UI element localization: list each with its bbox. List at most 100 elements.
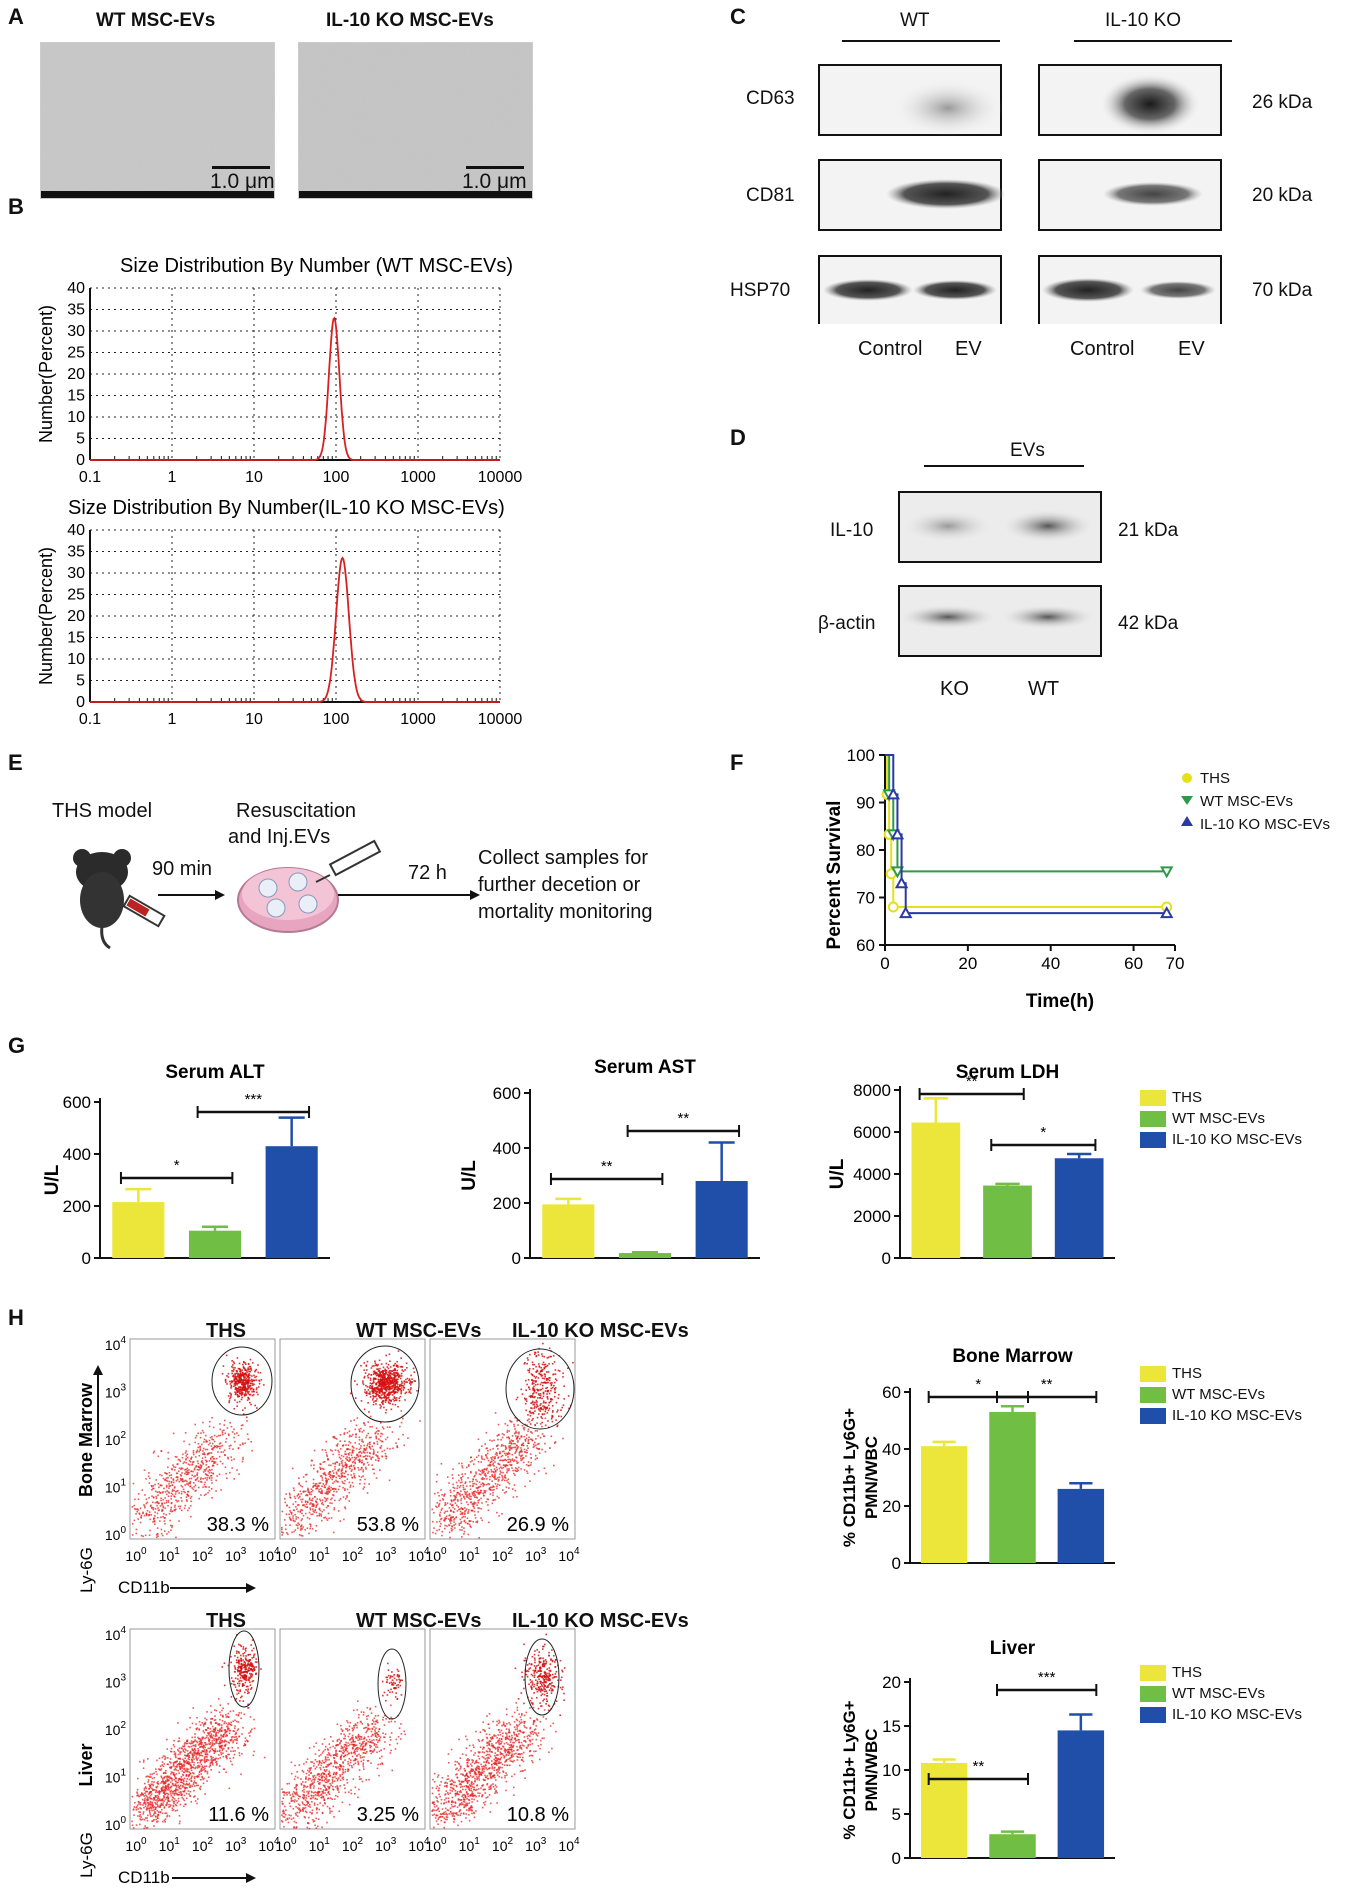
flow-event [354, 1476, 356, 1479]
flow-event [463, 1527, 465, 1529]
flow-event [167, 1457, 170, 1460]
flow-event [329, 1477, 332, 1479]
flow-event [246, 1433, 249, 1435]
flow-event [284, 1528, 287, 1531]
flow-event [156, 1759, 158, 1762]
flow-event [211, 1497, 213, 1499]
flow-event [210, 1458, 212, 1460]
flow-event-gated [534, 1395, 536, 1398]
flow-event [443, 1512, 446, 1514]
flow-event [205, 1765, 208, 1767]
flow-event [165, 1769, 167, 1772]
flow-event [365, 1448, 367, 1451]
flow-event-gated [558, 1370, 561, 1372]
flow-event [144, 1506, 146, 1509]
flow-event-gated [375, 1393, 377, 1395]
flow-event [509, 1420, 512, 1423]
flow-event-gated [243, 1393, 246, 1396]
flow-event [222, 1715, 224, 1718]
flow-event [501, 1459, 504, 1462]
flow-event [233, 1738, 236, 1741]
flow-event-gated [545, 1387, 547, 1390]
flow-event [460, 1536, 463, 1538]
flow-event [472, 1482, 474, 1485]
flow-event [325, 1482, 328, 1484]
flow-event [143, 1802, 146, 1805]
flow-event [153, 1818, 155, 1821]
flow-event [373, 1450, 375, 1453]
flow-event [170, 1762, 172, 1764]
flow-event-gated [397, 1405, 399, 1408]
flow-event [364, 1424, 366, 1426]
flow-event [329, 1449, 332, 1451]
flow-event [510, 1447, 513, 1450]
flow-event [212, 1744, 214, 1747]
flow-event-gated [398, 1397, 401, 1400]
flow-event [156, 1504, 158, 1507]
flow-event [450, 1519, 453, 1522]
flow-event [227, 1747, 230, 1750]
flow-event [511, 1453, 514, 1456]
flow-event [160, 1532, 163, 1535]
flow-event-gated [549, 1355, 552, 1358]
flow-event [211, 1725, 214, 1728]
flow-event-gated [389, 1366, 392, 1368]
flow-event [327, 1473, 330, 1475]
flow-event [181, 1478, 184, 1480]
flow-event [149, 1773, 152, 1776]
flow-event [187, 1752, 190, 1755]
flow-event-gated [542, 1405, 544, 1407]
flow-event [495, 1445, 498, 1447]
flow-event [469, 1488, 472, 1491]
flow-event [208, 1425, 211, 1428]
flow-event-gated [230, 1381, 233, 1384]
flow-event [321, 1479, 324, 1481]
flow-event [446, 1502, 449, 1504]
flow-event [321, 1449, 324, 1451]
flow-event [516, 1438, 518, 1440]
flow-event [162, 1786, 164, 1789]
flow-event-gated [389, 1371, 391, 1374]
flow-event [131, 1795, 134, 1798]
flow-event [459, 1481, 462, 1484]
flow-event [188, 1762, 190, 1765]
flow-event [479, 1485, 482, 1488]
flow-event [375, 1430, 378, 1433]
flow-event [348, 1465, 351, 1468]
flow-event-gated [249, 1393, 252, 1396]
flow-event [198, 1740, 201, 1743]
flow-event-gated [227, 1372, 230, 1375]
flow-event [494, 1475, 496, 1478]
flow-event [152, 1518, 155, 1521]
flow-event [210, 1471, 213, 1474]
flow-event [461, 1465, 463, 1467]
flow-event [194, 1436, 197, 1439]
flow-event-gated [387, 1384, 390, 1386]
flow-event [188, 1443, 191, 1446]
flow-event [501, 1432, 504, 1435]
flow-event [352, 1460, 355, 1463]
flow-event [351, 1481, 354, 1484]
flow-event-gated [546, 1357, 549, 1359]
flow-event-gated [386, 1373, 388, 1376]
dls-title-wt: Size Distribution By Number (WT MSC-EVs) [120, 255, 513, 277]
flow-row-label-liv: Liver [76, 1743, 96, 1786]
flow-event-gated [538, 1409, 540, 1411]
flow-event-gated [524, 1398, 527, 1401]
flow-event [528, 1418, 530, 1420]
flow-event [173, 1487, 176, 1489]
flow-event [219, 1746, 221, 1749]
flow-event [505, 1459, 508, 1462]
flow-event [170, 1506, 173, 1509]
band-d-il10-ko [903, 510, 993, 542]
flow-event-gated [394, 1362, 396, 1365]
flow-event [248, 1735, 251, 1737]
flow-event-gated [239, 1368, 242, 1371]
flow-event [221, 1749, 224, 1752]
bar-ths [911, 1122, 961, 1258]
flow-event-gated [397, 1376, 400, 1378]
flow-event [443, 1519, 445, 1522]
flow-event-gated [389, 1360, 391, 1363]
flow-event [490, 1469, 493, 1471]
flow-event [453, 1511, 455, 1513]
